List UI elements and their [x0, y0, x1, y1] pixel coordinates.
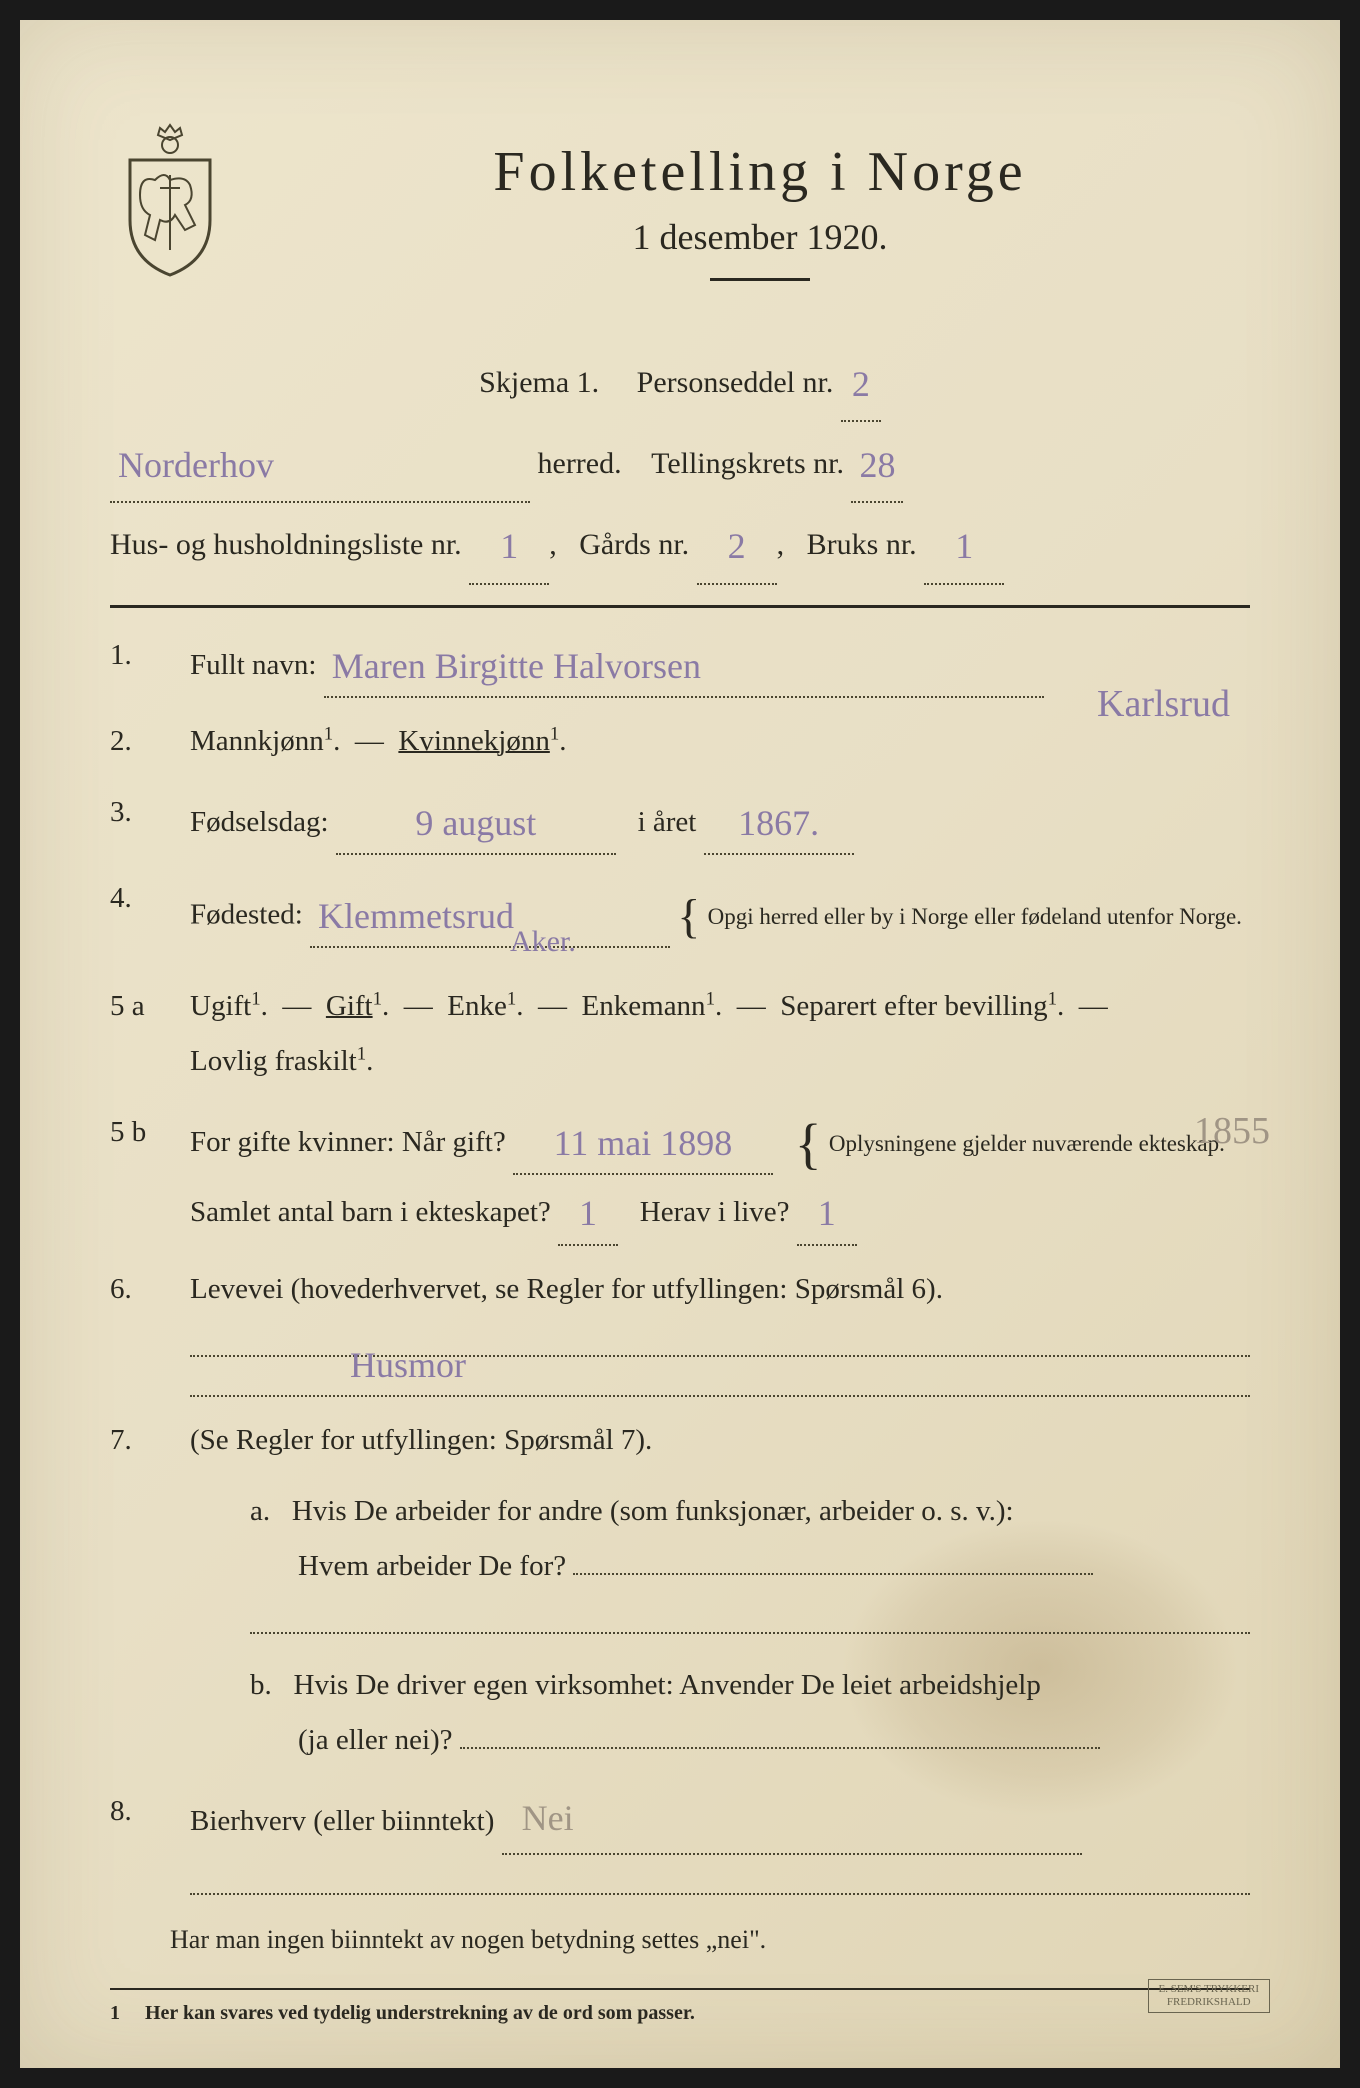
q5a-opt5: Separert efter bevilling [780, 990, 1047, 1022]
person-label: Personseddel nr. [637, 366, 834, 399]
q7a-num: a. [250, 1495, 270, 1527]
q7b-label1: Hvis De driver egen virksomhet: Anvender… [294, 1669, 1041, 1701]
q5a: 5 a Ugift1. — Gift1. — Enke1. — Enkemann… [110, 979, 1250, 1089]
bottom-rule [110, 1988, 1250, 1990]
krets-nr: 28 [859, 426, 895, 505]
census-form-page: Folketelling i Norge 1 desember 1920. Sk… [20, 20, 1340, 2068]
q6: 6. Levevei (hovederhvervet, se Regler fo… [110, 1262, 1250, 1397]
q3-num: 3. [110, 785, 190, 855]
q5a-opt6: Lovlig fraskilt [190, 1045, 357, 1077]
q1-value: Maren Birgitte Halvorsen [332, 632, 701, 700]
title-block: Folketelling i Norge 1 desember 1920. [270, 120, 1250, 311]
q4-num: 4. [110, 871, 190, 962]
herred-line: Norderhov herred. Tellingskrets nr. 28 [110, 422, 1250, 503]
q4-value: Klemmetsrud [318, 882, 514, 950]
bruks-nr: 1 [955, 507, 973, 586]
footnote: 1 Her kan svares ved tydelig understrekn… [110, 2002, 1250, 2025]
title-rule [710, 278, 810, 281]
hus-nr: 1 [500, 507, 518, 586]
q5a-opt1: Ugift [190, 990, 251, 1022]
q2-m: Mannkjønn [190, 725, 324, 757]
q3: 3. Fødselsdag: 9 august i året 1867. [110, 785, 1250, 855]
footnote-num: 1 [110, 2002, 140, 2024]
herred-label: herred. [538, 447, 622, 480]
main-title: Folketelling i Norge [270, 140, 1250, 204]
q2-f: Kvinnekjønn [398, 725, 549, 757]
q5b-total: 1 [579, 1179, 597, 1247]
q1: 1. Fullt navn: Maren Birgitte Halvorsen … [110, 628, 1250, 698]
q5b-married: 11 mai 1898 [554, 1109, 733, 1177]
hus-label: Hus- og husholdningsliste nr. [110, 528, 462, 561]
q7: 7. (Se Regler for utfyllingen: Spørsmål … [110, 1413, 1250, 1768]
herred-name: Norderhov [118, 426, 274, 505]
schema-line: Skjema 1. Personseddel nr. 2 [110, 341, 1250, 422]
q3-year: 1867. [738, 789, 819, 857]
q7a-label1: Hvis De arbeider for andre (som funksjon… [292, 1495, 1014, 1527]
header: Folketelling i Norge 1 desember 1920. [110, 120, 1250, 311]
q2: 2. Mannkjønn1. — Kvinnekjønn1. [110, 714, 1250, 769]
q3-label: Fødselsdag: [190, 806, 329, 838]
gaards-label: Gårds nr. [579, 528, 689, 561]
subtitle: 1 desember 1920. [270, 216, 1250, 258]
q7b-label2: (ja eller nei)? [250, 1724, 453, 1756]
q6-value: Husmor [350, 1331, 466, 1399]
schema-label: Skjema 1. [479, 366, 599, 399]
q4: 4. Fødested: Klemmetsrud Aker. { Opgi he… [110, 871, 1250, 962]
q5b: 5 b 1855 For gifte kvinner: Når gift? 11… [110, 1105, 1250, 1246]
q8-num: 8. [110, 1784, 190, 1894]
q6-label: Levevei (hovederhvervet, se Regler for u… [190, 1273, 943, 1305]
q1-label: Fullt navn: [190, 649, 316, 681]
q5b-label3: Herav i live? [640, 1196, 790, 1228]
hus-line: Hus- og husholdningsliste nr. 1, Gårds n… [110, 503, 1250, 584]
q5b-note: Oplysningene gjelder nuværende ekteskap. [829, 1129, 1225, 1159]
q7-num: 7. [110, 1413, 190, 1768]
printer-line1: E. SEM'S TRYKKERI [1159, 1983, 1260, 1996]
person-nr: 2 [852, 345, 870, 424]
q7-label: (Se Regler for utfyllingen: Spørsmål 7). [190, 1424, 652, 1456]
printer-line2: FREDRIKSHALD [1159, 1996, 1260, 2009]
q5b-label2: Samlet antal barn i ekteskapet? [190, 1196, 551, 1228]
q5b-alive: 1 [818, 1179, 836, 1247]
bruks-label: Bruks nr. [807, 528, 917, 561]
q4-below: Aker. [510, 913, 576, 970]
q2-num: 2. [110, 714, 190, 769]
q5a-opt4: Enkemann [582, 990, 706, 1022]
q8-label: Bierhverv (eller biinntekt) [190, 1805, 494, 1837]
q4-note: Opgi herred eller by i Norge eller fødel… [708, 902, 1242, 932]
coat-of-arms-icon [110, 120, 230, 280]
q5a-opt2: Gift [326, 990, 373, 1022]
gaards-nr: 2 [728, 507, 746, 586]
q3-day: 9 august [415, 789, 536, 857]
q6-num: 6. [110, 1262, 190, 1397]
q8-value: Nei [522, 1798, 574, 1838]
q1-num: 1. [110, 628, 190, 698]
q4-label: Fødested: [190, 899, 303, 931]
q5a-opt3: Enke [447, 990, 507, 1022]
printer-mark: E. SEM'S TRYKKERI FREDRIKSHALD [1148, 1979, 1271, 2013]
krets-label: Tellingskrets nr. [651, 447, 844, 480]
q5b-label1: For gifte kvinner: Når gift? [190, 1126, 506, 1158]
footnote-text: Her kan svares ved tydelig understreknin… [145, 2002, 695, 2024]
q7a-label2: Hvem arbeider De for? [250, 1550, 566, 1582]
q3-year-label: i året [638, 806, 697, 838]
divider [110, 605, 1250, 608]
q8: 8. Bierhverv (eller biinntekt) Nei [110, 1784, 1250, 1894]
q5b-num: 5 b [110, 1105, 190, 1246]
q5a-num: 5 a [110, 979, 190, 1089]
q5b-margin: 1855 [1194, 1095, 1270, 1167]
q7b-num: b. [250, 1669, 272, 1701]
footer-hint: Har man ingen biinntekt av nogen betydni… [110, 1911, 1250, 1968]
